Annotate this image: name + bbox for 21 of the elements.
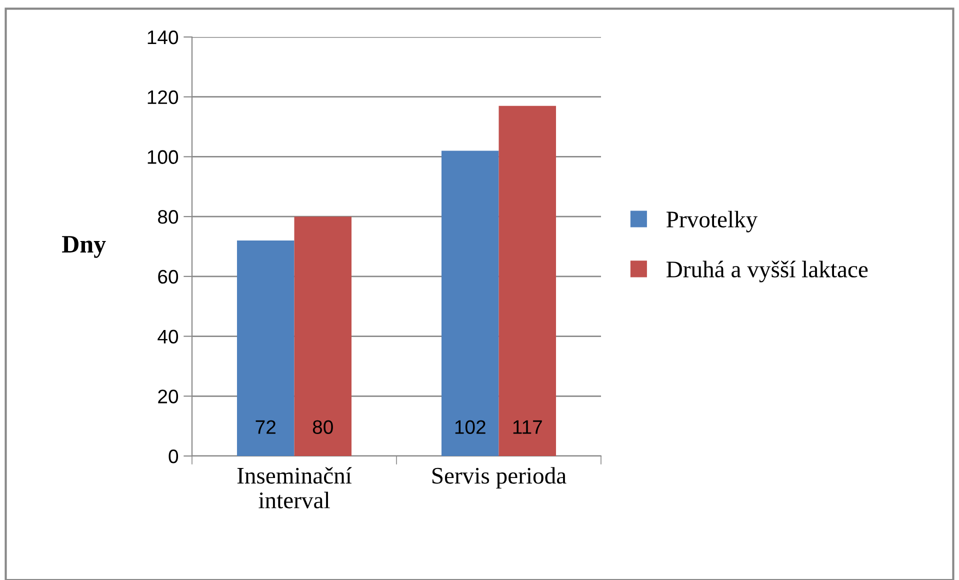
data-label: 80 [312,420,333,434]
legend-label: Druhá a vyšší laktace [666,260,868,282]
y-tick-label: 140 [148,30,178,44]
y-tick-label: 60 [158,270,178,284]
y-tick-label: 80 [158,210,178,224]
y-tick-label: 120 [148,90,178,104]
data-label: 72 [256,420,276,434]
legend-label: Prvotelky [666,210,758,232]
y-tick-label: 40 [158,330,178,344]
y-tick-label: 100 [148,150,178,164]
y-axis-title: Dny [62,236,106,258]
data-label: 117 [513,420,542,434]
x-tick-label: Servis perioda [432,467,566,489]
bar [498,106,556,456]
y-tick-label: 20 [158,390,178,404]
y-tick-label: 0 [168,449,178,464]
x-tick-label: Inseminační interval [237,467,352,508]
bar [441,150,499,456]
data-label: 102 [455,420,486,434]
bar [294,216,352,456]
bar [236,240,294,456]
